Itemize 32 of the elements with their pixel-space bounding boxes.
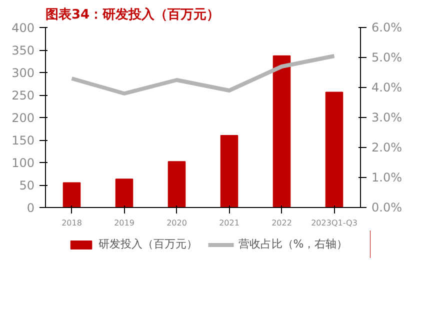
y2-tick-label: 5.0% (372, 50, 402, 64)
y2-tick-label: 2.0% (372, 140, 402, 154)
bar (62, 182, 81, 208)
x-tick-label: 2018 (62, 218, 82, 228)
y2-tick-label: 4.0% (372, 80, 402, 94)
bar (168, 161, 186, 208)
y2-tick-label: 6.0% (372, 20, 402, 34)
bar (272, 55, 291, 208)
y2-tick-label: 1.0% (372, 170, 402, 184)
line-series (70, 54, 336, 96)
x-tick-label: 2019 (114, 218, 134, 228)
y-tick-label: 50 (19, 178, 35, 192)
y2-tick-label: 0.0% (372, 200, 402, 214)
bar (220, 135, 238, 208)
y-tick-label: 300 (12, 66, 34, 80)
y-tick-label: 150 (12, 134, 34, 148)
y2-tick-label: 3.0% (372, 110, 402, 124)
x-tick-label: 2022 (272, 218, 292, 228)
legend-label: 营收占比（%，右轴） (238, 236, 348, 252)
y-tick-label: 0 (26, 201, 35, 215)
y-tick-label: 250 (12, 88, 34, 102)
y-tick-label: 400 (12, 21, 34, 35)
y-tick-label: 200 (12, 111, 34, 125)
chart-title: 图表34：研发投入（百万元） (46, 6, 220, 22)
bar (325, 92, 344, 208)
x-tick-label: 2023Q1-Q3 (311, 218, 358, 228)
y-tick-label: 350 (12, 44, 34, 58)
bar (115, 178, 134, 208)
legend-label: 研发投入（百万元） (98, 236, 198, 252)
x-tick-label: 2020 (166, 218, 187, 228)
y-tick-label: 100 (12, 156, 34, 170)
x-tick-label: 2021 (219, 218, 240, 228)
